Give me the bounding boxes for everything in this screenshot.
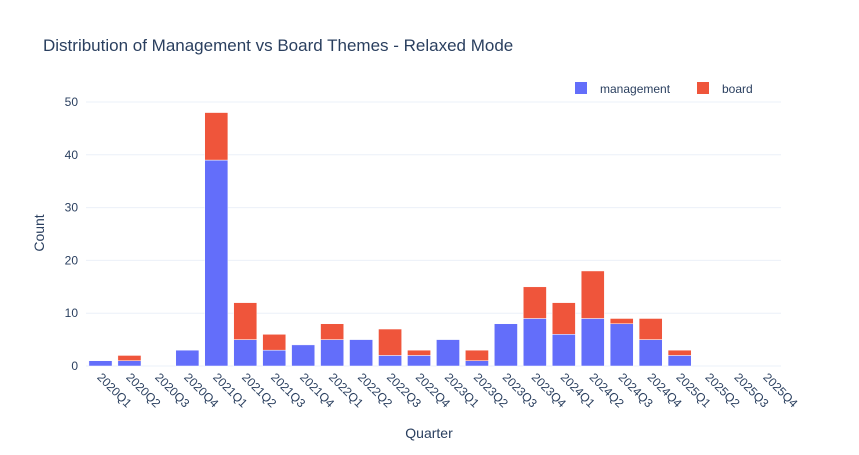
bar-management-2024Q2[interactable] — [580, 318, 605, 367]
bar-board-2020Q2[interactable] — [117, 355, 142, 361]
bar-board-2024Q2[interactable] — [580, 270, 605, 319]
bar-management-2022Q1[interactable] — [320, 339, 344, 367]
bar-management-2023Q1[interactable] — [436, 339, 460, 367]
y-tick-label: 0 — [71, 359, 78, 373]
y-tick-label: 10 — [65, 306, 79, 320]
bar-board-2024Q4[interactable] — [638, 318, 663, 340]
bar-management-2021Q2[interactable] — [233, 339, 258, 367]
legend-label-board[interactable]: board — [722, 82, 753, 96]
bar-board-2021Q3[interactable] — [262, 334, 287, 351]
y-tick-label: 50 — [65, 95, 79, 109]
bar-board-2021Q1[interactable] — [204, 112, 229, 161]
bar-board-2023Q4[interactable] — [523, 286, 547, 319]
bar-management-2020Q4[interactable] — [175, 349, 200, 367]
bar-management-2021Q4[interactable] — [291, 344, 316, 367]
bar-management-2020Q2[interactable] — [117, 360, 142, 367]
bar-management-2022Q2[interactable] — [349, 339, 373, 367]
legend[interactable]: management board — [575, 82, 753, 96]
bars — [88, 112, 692, 367]
x-axis-title: Quarter — [405, 425, 453, 441]
bar-board-2024Q3[interactable] — [609, 318, 634, 325]
legend-item-management[interactable]: management — [575, 82, 671, 96]
bar-board-2022Q3[interactable] — [378, 328, 402, 356]
bar-management-2024Q1[interactable] — [551, 334, 576, 367]
bar-board-2022Q1[interactable] — [320, 323, 344, 340]
bar-management-2024Q4[interactable] — [638, 339, 663, 367]
bar-board-2022Q4[interactable] — [407, 349, 431, 356]
legend-label-management[interactable]: management — [600, 82, 671, 96]
y-tick-label: 30 — [65, 201, 79, 215]
legend-swatch-management[interactable] — [575, 82, 587, 94]
y-tick-label: 20 — [65, 253, 79, 267]
bar-management-2023Q3[interactable] — [494, 323, 518, 367]
bar-management-2022Q4[interactable] — [407, 355, 431, 367]
bar-management-2024Q3[interactable] — [609, 323, 634, 367]
bar-management-2023Q4[interactable] — [523, 318, 547, 367]
bar-board-2024Q1[interactable] — [551, 302, 576, 335]
bar-board-2023Q2[interactable] — [465, 349, 489, 361]
bar-management-2021Q3[interactable] — [262, 349, 287, 367]
y-axis-title: Count — [31, 214, 47, 251]
gridlines — [86, 101, 781, 367]
bar-management-2021Q1[interactable] — [204, 159, 229, 367]
y-tick-label: 40 — [65, 148, 79, 162]
bar-board-2025Q1[interactable] — [667, 349, 692, 356]
legend-item-board[interactable]: board — [697, 82, 753, 96]
x-axis-ticks: 2020Q12020Q22020Q32020Q42021Q12021Q22021… — [94, 370, 800, 410]
bar-board-2021Q2[interactable] — [233, 302, 258, 340]
y-axis-ticks: 0 10 20 30 40 50 — [65, 95, 79, 373]
bar-management-2025Q1[interactable] — [667, 355, 692, 367]
bar-management-2022Q3[interactable] — [378, 355, 402, 367]
bar-management-2023Q2[interactable] — [465, 360, 489, 367]
legend-swatch-board[interactable] — [697, 82, 709, 94]
bar-management-2020Q1[interactable] — [88, 360, 113, 367]
chart-title: Distribution of Management vs Board Them… — [43, 36, 513, 55]
